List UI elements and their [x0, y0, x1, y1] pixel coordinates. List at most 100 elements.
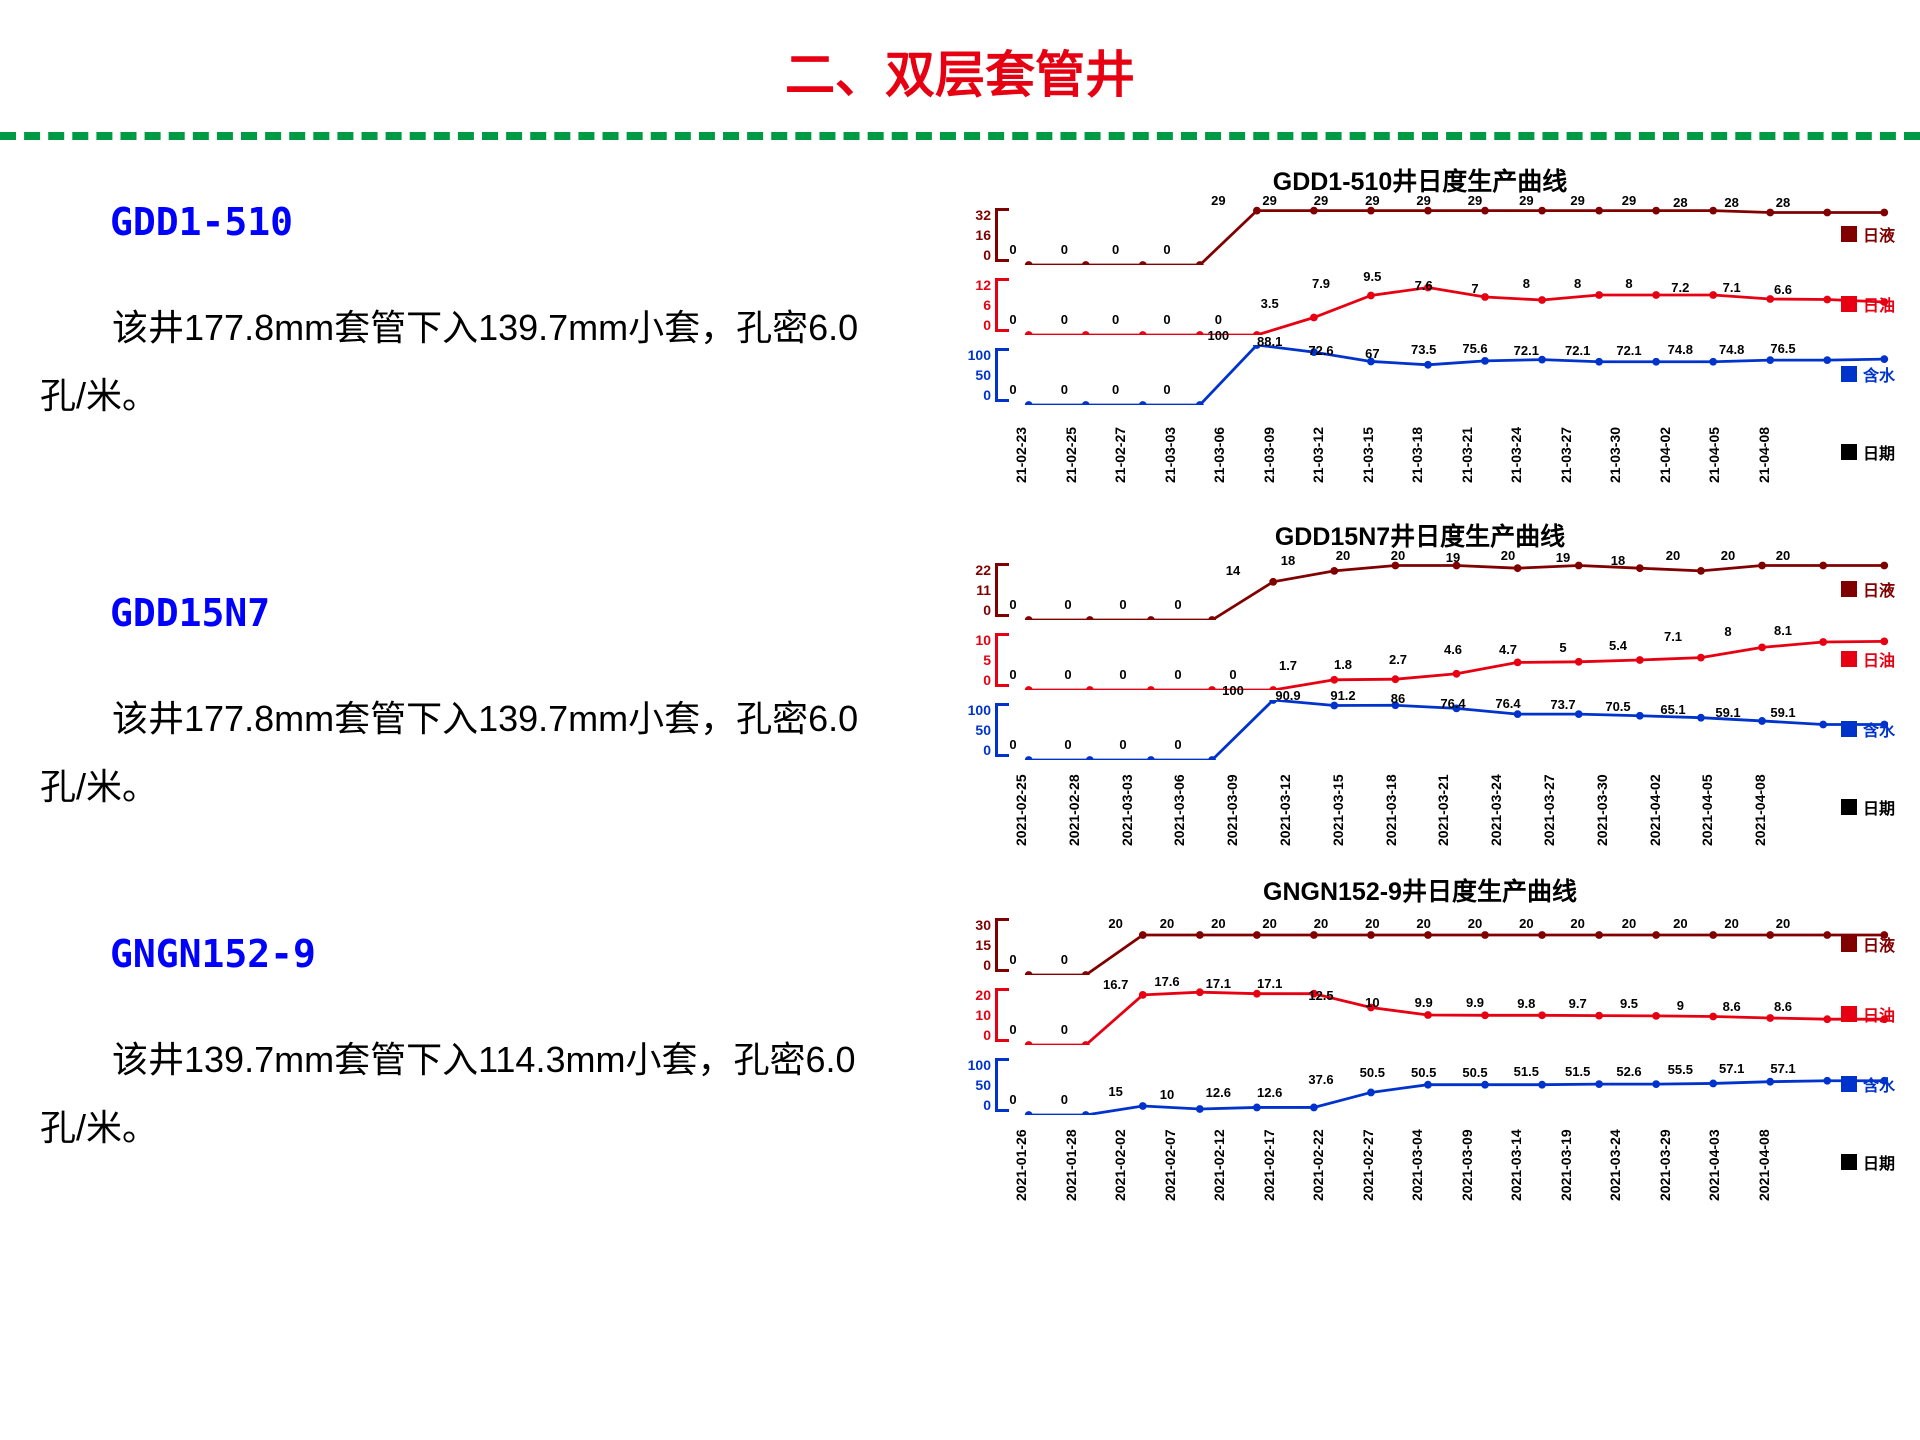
data-label: 72.1 [1616, 343, 1641, 358]
data-label: 0 [1009, 667, 1016, 682]
data-label: 0 [1064, 737, 1071, 752]
x-tick: 2021-03-14 [1508, 1120, 1558, 1210]
series-row-2-2: 10050000151012.612.637.650.550.550.551.5… [940, 1050, 1900, 1120]
data-label: 20 [1365, 916, 1379, 931]
right-column: GDD1-510井日度生产曲线3216000002929292929292929… [940, 160, 1900, 1225]
data-label: 72.6 [1308, 343, 1333, 358]
data-label: 7 [1471, 281, 1478, 296]
legend-oil: 日油 [1841, 292, 1895, 316]
data-label: 0 [1064, 597, 1071, 612]
data-label: 73.5 [1411, 342, 1436, 357]
data-label: 0 [1119, 597, 1126, 612]
series-row-2-1: 201000016.717.617.117.112.5109.99.99.89.… [940, 980, 1900, 1050]
legend-liquid: 日液 [1841, 222, 1895, 246]
data-label: 0 [1009, 1022, 1016, 1037]
legend-label: 含水 [1863, 362, 1895, 386]
axis-bracket [995, 703, 1009, 757]
axis-bracket [995, 918, 1009, 972]
x-axis: 2021-02-252021-02-282021-03-032021-03-06… [940, 765, 1900, 855]
data-label: 20 [1776, 916, 1790, 931]
data-label: 29 [1416, 193, 1430, 208]
data-label: 0 [1174, 667, 1181, 682]
well-desc-2: 该井139.7mm套管下入114.3mm小套，孔密6.0孔/米。 [40, 1026, 900, 1163]
x-tick: 21-02-27 [1112, 410, 1162, 500]
x-tick: 21-03-15 [1360, 410, 1410, 500]
data-label: 20 [1622, 916, 1636, 931]
legend-label: 日液 [1863, 222, 1895, 246]
x-axis: 2021-01-262021-01-282021-02-022021-02-07… [940, 1120, 1900, 1210]
legend-swatch-icon [1841, 936, 1857, 952]
x-tick: 2021-03-12 [1277, 765, 1330, 855]
data-label: 10 [1365, 995, 1379, 1010]
legend-label: 日期 [1863, 1150, 1895, 1174]
data-label: 0 [1009, 242, 1016, 257]
well-block-0: GDD1-510 该井177.8mm套管下入139.7mm小套，孔密6.0孔/米… [40, 200, 900, 431]
x-tick: 2021-02-22 [1310, 1120, 1360, 1210]
well-id-1: GDD15N7 [40, 591, 900, 635]
data-label: 9 [1677, 998, 1684, 1013]
data-label: 1.7 [1279, 658, 1297, 673]
x-tick: 2021-03-06 [1171, 765, 1224, 855]
left-column: GDD1-510 该井177.8mm套管下入139.7mm小套，孔密6.0孔/米… [40, 200, 900, 1272]
data-label: 28 [1776, 195, 1790, 210]
y-axis: 100500 [940, 703, 995, 757]
data-label: 28 [1724, 195, 1738, 210]
x-tick: 21-03-09 [1261, 410, 1311, 500]
x-tick: 2021-03-04 [1409, 1120, 1459, 1210]
x-tick: 21-03-27 [1558, 410, 1608, 500]
x-tick: 2021-02-07 [1162, 1120, 1212, 1210]
data-label: 9.9 [1466, 995, 1484, 1010]
data-label: 12.5 [1308, 988, 1333, 1003]
data-label: 20 [1262, 916, 1276, 931]
x-tick: 2021-04-08 [1752, 765, 1805, 855]
data-label: 29 [1211, 193, 1225, 208]
x-tick: 21-03-24 [1508, 410, 1558, 500]
data-label: 8.6 [1723, 999, 1741, 1014]
data-label: 72.1 [1565, 343, 1590, 358]
chart-block-2: GNGN152-9井日度生产曲线301500020202020202020202… [940, 870, 1900, 1210]
x-tick: 2021-03-24 [1488, 765, 1541, 855]
data-label: 3.5 [1261, 296, 1279, 311]
x-tick: 21-02-23 [1013, 410, 1063, 500]
x-tick: 2021-03-15 [1330, 765, 1383, 855]
legend-liquid: 日液 [1841, 932, 1895, 956]
data-label: 7.6 [1415, 278, 1433, 293]
section-divider [0, 132, 1920, 140]
data-label: 29 [1262, 193, 1276, 208]
data-label: 4.7 [1499, 642, 1517, 657]
data-label: 20 [1724, 916, 1738, 931]
data-label: 10 [1160, 1087, 1174, 1102]
data-label: 9.7 [1569, 996, 1587, 1011]
x-tick: 21-04-05 [1706, 410, 1756, 500]
data-label: 29 [1519, 193, 1533, 208]
data-label: 20 [1468, 916, 1482, 931]
data-label: 88.1 [1257, 334, 1282, 349]
data-label: 20 [1108, 916, 1122, 931]
data-label: 57.1 [1770, 1061, 1795, 1076]
data-label: 0 [1061, 1092, 1068, 1107]
data-label: 0 [1112, 312, 1119, 327]
legend-label: 日液 [1863, 932, 1895, 956]
x-tick: 2021-03-03 [1119, 765, 1172, 855]
legend-oil: 日油 [1841, 1002, 1895, 1026]
x-tick: 21-04-08 [1756, 410, 1806, 500]
plot-area: 00001418202019201918202020 [1013, 560, 1900, 620]
chart-block-0: GDD1-510井日度生产曲线3216000002929292929292929… [940, 160, 1900, 500]
series-row-0-1: 1260000003.57.99.57.678887.27.16.6日油 [940, 270, 1900, 340]
data-label: 65.1 [1660, 702, 1685, 717]
data-label: 0 [1163, 382, 1170, 397]
data-label: 29 [1365, 193, 1379, 208]
data-label: 20 [1391, 548, 1405, 563]
legend-date: 日期 [1841, 440, 1895, 464]
x-tick: 2021-03-27 [1541, 765, 1594, 855]
x-tick: 2021-03-29 [1657, 1120, 1707, 1210]
data-label: 0 [1061, 312, 1068, 327]
data-label: 19 [1446, 550, 1460, 565]
data-label: 100 [1222, 683, 1244, 698]
legend-water: 含水 [1841, 717, 1895, 741]
legend-swatch-icon [1841, 296, 1857, 312]
axis-bracket [995, 208, 1009, 262]
data-label: 29 [1622, 193, 1636, 208]
x-tick: 2021-03-21 [1435, 765, 1488, 855]
data-label: 0 [1163, 242, 1170, 257]
